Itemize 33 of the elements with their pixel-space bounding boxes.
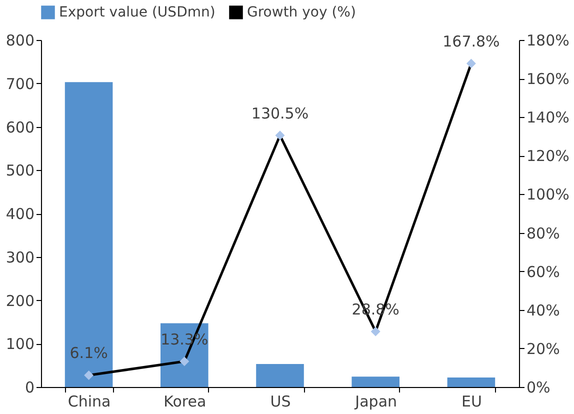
y2-tick-label: 100%: [526, 186, 570, 204]
y-tick-label: 0: [24, 378, 34, 396]
bar: [447, 377, 496, 387]
y-tick-label: 600: [6, 118, 34, 136]
x-tick-label: EU: [461, 392, 482, 410]
y2-tick-label: 60%: [526, 262, 560, 281]
y2-tick-label: 140%: [526, 108, 570, 127]
legend-label: Growth yoy (%): [247, 4, 356, 20]
data-label: 130.5%: [251, 104, 309, 122]
y-tick-label: 100: [6, 335, 34, 354]
x-tick-label: Japan: [354, 392, 398, 410]
y2-tick-label: 80%: [526, 224, 560, 242]
bar: [352, 376, 400, 387]
legend-label: Export value (USDmn): [59, 4, 216, 20]
y2-tick-label: 180%: [526, 32, 570, 50]
data-label: 167.8%: [442, 32, 500, 51]
data-label: 6.1%: [70, 344, 108, 362]
y-tick-label: 800: [6, 32, 34, 50]
y2-tick-label: 160%: [526, 70, 570, 88]
y-tick-label: 300: [6, 248, 34, 266]
y2-tick-label: 40%: [526, 301, 560, 320]
x-tick-label: US: [270, 392, 291, 410]
bar: [64, 82, 113, 387]
x-tick-label: China: [68, 392, 111, 410]
y-tick-label: 200: [6, 292, 34, 310]
y-tick-label: 400: [6, 205, 34, 223]
x-tick-label: Korea: [164, 392, 206, 410]
y2-tick-label: 0%: [526, 378, 550, 396]
y2-tick-label: 120%: [526, 147, 570, 166]
bar: [256, 364, 304, 387]
y-tick-label: 500: [6, 162, 34, 180]
y-tick-label: 700: [6, 74, 34, 93]
y2-tick-label: 20%: [526, 340, 560, 358]
